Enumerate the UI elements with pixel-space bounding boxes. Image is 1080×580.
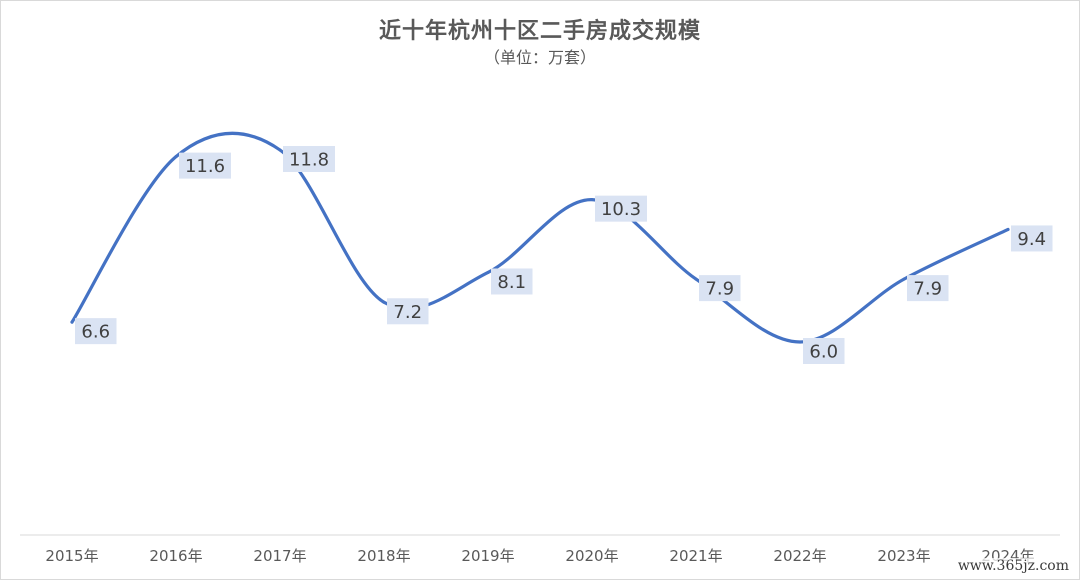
data-label-background <box>283 146 335 172</box>
data-label-text: 11.6 <box>185 156 225 177</box>
data-label-2021年: 7.9 <box>699 275 741 302</box>
data-label-background <box>1011 225 1053 252</box>
x-tick-label: 2021年 <box>669 547 722 565</box>
data-label-background <box>907 275 949 302</box>
x-tick-label: 2016年 <box>149 547 202 565</box>
data-label-text: 10.3 <box>601 199 641 220</box>
watermark-text: www.365jz.com <box>954 558 1072 574</box>
data-point-2015年 <box>70 320 74 324</box>
data-point-2022年 <box>798 340 802 344</box>
data-label-2020年: 10.3 <box>595 195 647 222</box>
x-tick-label: 2020年 <box>565 547 618 565</box>
data-point-2023年 <box>902 277 906 281</box>
x-tick-label: 2018年 <box>357 547 410 565</box>
data-point-2016年 <box>174 155 178 159</box>
data-label-background <box>699 275 741 302</box>
data-label-text: 7.2 <box>393 302 422 323</box>
data-label-text: 7.9 <box>705 279 734 300</box>
data-point-2020年 <box>590 198 594 202</box>
data-label-2015年: 6.6 <box>75 318 117 345</box>
data-label-2018年: 7.2 <box>387 298 429 325</box>
data-label-background <box>75 318 117 345</box>
data-label-text: 6.0 <box>809 342 838 363</box>
data-label-background <box>387 298 429 325</box>
x-tick-label: 2015年 <box>45 547 98 565</box>
data-label-2016年: 11.6 <box>179 152 231 179</box>
x-tick-label: 2017年 <box>253 547 306 565</box>
data-label-background <box>179 152 231 179</box>
data-label-text: 9.4 <box>1017 229 1046 250</box>
data-label-2023年: 7.9 <box>907 275 949 302</box>
data-label-text: 6.6 <box>81 322 110 343</box>
data-point-2019年 <box>486 270 490 274</box>
x-tick-label: 2019年 <box>461 547 514 565</box>
series-line <box>70 131 1010 344</box>
data-point-2021年 <box>694 277 698 281</box>
data-label-text: 11.8 <box>289 150 329 171</box>
data-point-2024年 <box>1006 227 1010 231</box>
data-label-2022年: 6.0 <box>803 338 845 364</box>
chart-subtitle: （单位：万套） <box>483 48 596 67</box>
series-line-layer <box>70 131 1010 344</box>
data-label-2019年: 8.1 <box>491 268 533 295</box>
data-label-background <box>491 268 533 295</box>
chart-title: 近十年杭州十区二手房成交规模 <box>378 19 701 44</box>
data-label-2017年: 11.8 <box>283 146 335 172</box>
x-tick-label-layer: 2015年 2016年 2017年 2018年 2019年 2020年 2021年 2022年… <box>45 547 1034 565</box>
data-label-2024年: 9.4 <box>1011 225 1053 252</box>
data-label-background <box>595 195 647 222</box>
data-label-text: 7.9 <box>913 279 942 300</box>
x-tick-label: 2023年 <box>877 547 930 565</box>
data-label-background <box>803 338 845 364</box>
data-label-text: 8.1 <box>497 272 526 293</box>
data-point-2017年 <box>278 148 282 152</box>
data-label-layer: 6.6 11.6 11.8 7.2 8.1 10.3 7.9 6.0 7.9 9.4 <box>75 146 1053 364</box>
x-tick-label: 2022年 <box>773 547 826 565</box>
data-point-2018年 <box>382 300 386 304</box>
